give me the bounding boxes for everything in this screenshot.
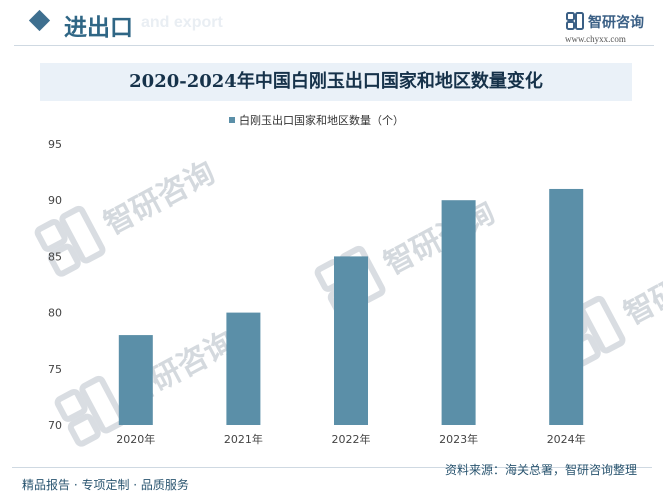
footer-divider <box>12 467 652 468</box>
chart-title-bar: 2020-2024年中国白刚玉出口国家和地区数量变化 <box>40 63 632 101</box>
x-tick-label: 2021年 <box>224 432 263 446</box>
x-tick-label: 2022年 <box>332 432 371 446</box>
x-tick-label: 2023年 <box>439 432 478 446</box>
bar <box>441 200 476 425</box>
section-title: 进出口 <box>64 15 133 41</box>
bar <box>118 335 153 425</box>
legend-swatch <box>229 117 235 123</box>
chart-legend: 白刚玉出口国家和地区数量（个） <box>229 113 404 127</box>
y-tick-label: 75 <box>48 363 62 376</box>
chart-title: 2020-2024年中国白刚玉出口国家和地区数量变化 <box>129 71 543 92</box>
footer-tagline: 精品报告 · 专项定制 · 品质服务 <box>22 478 189 492</box>
data-source: 资料来源：海关总署，智研咨询整理 <box>445 463 638 477</box>
legend-label: 白刚玉出口国家和地区数量（个） <box>239 114 404 127</box>
y-tick-label: 80 <box>48 307 62 320</box>
section-subtitle: and export <box>141 14 223 31</box>
bar <box>226 312 261 425</box>
x-tick-label: 2020年 <box>116 432 155 446</box>
bar <box>334 256 368 425</box>
header: 进出口 and export 智研咨询 www.chyxx.com <box>0 0 663 48</box>
y-tick-label: 85 <box>48 250 62 263</box>
header-divider <box>14 45 654 46</box>
brand-logo-icon <box>566 12 584 30</box>
footer <box>0 465 663 502</box>
brand-url: www.chyxx.com <box>565 34 626 44</box>
brand-name: 智研咨询 <box>588 15 644 31</box>
y-tick-label: 90 <box>48 194 62 207</box>
y-tick-label: 70 <box>48 419 62 432</box>
bar <box>549 188 584 425</box>
x-tick-label: 2024年 <box>547 432 586 446</box>
y-tick-label: 95 <box>48 138 62 151</box>
